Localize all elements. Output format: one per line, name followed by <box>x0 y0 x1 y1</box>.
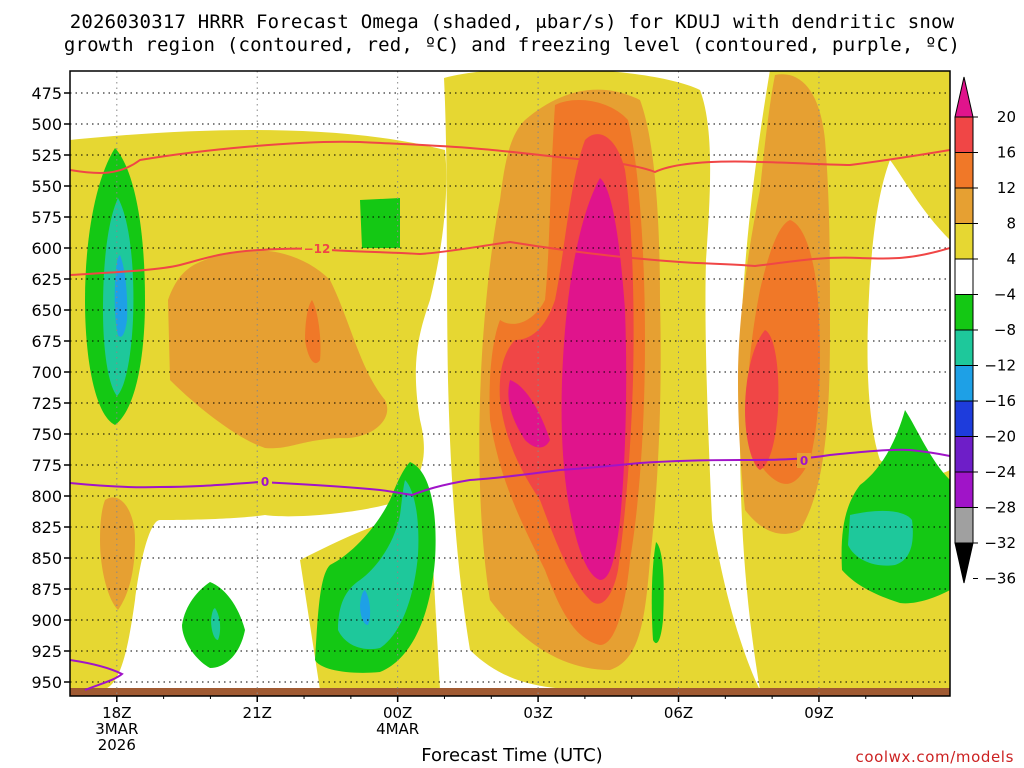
x-tick-label: 00Z <box>383 704 412 722</box>
dendritic-upper-contour <box>70 140 950 174</box>
y-tick-label: 800 <box>31 487 62 506</box>
dendritic-contour-label: −12 <box>304 242 331 256</box>
chart-title-line-1: 2026030317 HRRR Forecast Omega (shaded, … <box>69 11 955 33</box>
chart-title-line-2: growth region (contoured, red, ºC) and f… <box>63 34 961 56</box>
x-tick-label: 2026 <box>98 736 136 754</box>
y-tick-label: 900 <box>31 611 62 630</box>
x-axis-title: Forecast Time (UTC) <box>421 745 603 766</box>
x-tick-label: 3MAR <box>95 720 138 738</box>
grid <box>70 71 950 696</box>
y-tick-label: 675 <box>31 332 62 351</box>
colorbar-segment <box>954 187 974 224</box>
colorbar-segment <box>954 294 974 331</box>
colorbar-segment <box>954 436 974 473</box>
colorbar-label: −28 <box>984 499 1016 517</box>
colorbar-label: −24 <box>984 463 1016 481</box>
y-tick-label: 500 <box>31 115 62 134</box>
credit-text: coolwx.com/models <box>855 748 1014 766</box>
x-tick-label: 09Z <box>804 704 833 722</box>
colorbar-label: −12 <box>984 357 1016 375</box>
colorbar-label: −32 <box>984 534 1016 552</box>
colorbar-segment <box>954 329 974 366</box>
y-tick-label: 825 <box>31 518 62 537</box>
colorbar-segment <box>954 471 974 508</box>
colorbar-segment <box>954 116 974 153</box>
colorbar-label: −16 <box>984 392 1016 410</box>
colorbar-label: −20 <box>984 428 1016 446</box>
colorbar-bottom-arrow <box>954 542 974 584</box>
y-tick-label: 600 <box>31 239 62 258</box>
colorbar-segment <box>954 400 974 437</box>
y-tick-label: 525 <box>31 146 62 165</box>
colorbar-segment <box>954 365 974 402</box>
y-tick-label: 950 <box>31 673 62 692</box>
colorbar-top-arrow <box>954 76 974 118</box>
y-tick-label: 575 <box>31 208 62 227</box>
colorbar-label: −4 <box>994 286 1016 304</box>
y-tick-label: 550 <box>31 177 62 196</box>
colorbar-label: −36 <box>984 570 1016 588</box>
dendritic-lower-contour <box>70 240 950 276</box>
x-tick-label: 21Z <box>243 704 272 722</box>
x-tick-label: 18Z <box>102 704 131 722</box>
freezing-contour-label-2: 0 <box>800 454 808 468</box>
colorbar-segment <box>954 258 974 295</box>
colorbar-segment <box>954 223 974 260</box>
y-tick-label: 925 <box>31 642 62 661</box>
y-tick-label: 875 <box>31 580 62 599</box>
terrain-strip <box>70 688 950 696</box>
x-tick-label: 03Z <box>523 704 552 722</box>
freezing-level-contour-low <box>70 659 124 691</box>
colorbar-label: 8 <box>1006 215 1016 233</box>
y-tick-label: 750 <box>31 425 62 444</box>
colorbar-segment <box>954 152 974 189</box>
x-tick-label: 4MAR <box>376 720 419 738</box>
colorbar-label: 4 <box>1006 250 1016 268</box>
y-tick-label: 700 <box>31 363 62 382</box>
y-tick-label: 725 <box>31 394 62 413</box>
y-tick-label: 625 <box>31 270 62 289</box>
contours <box>70 140 950 691</box>
y-tick-label: 850 <box>31 549 62 568</box>
x-tick-label: 06Z <box>664 704 693 722</box>
freezing-level-contour <box>70 448 950 497</box>
plot-frame <box>69 70 951 697</box>
freezing-contour-label-1: 0 <box>261 475 269 489</box>
y-tick-label: 650 <box>31 301 62 320</box>
colorbar-segment <box>954 507 974 544</box>
y-tick-label: 775 <box>31 456 62 475</box>
colorbar-label: 20 <box>997 108 1016 126</box>
y-tick-label: 475 <box>31 84 62 103</box>
omega-shading <box>70 71 950 696</box>
colorbar-label: 12 <box>997 179 1016 197</box>
y-axis: 475 500 525 550 575 600 625 650 675 700 725 750 775 8… <box>31 84 70 692</box>
colorbar-label: 16 <box>997 144 1016 162</box>
colorbar-label: −8 <box>994 321 1016 339</box>
colorbar: 20 16 12 8 4 −4 −8 −12 −16 −20 −24 −28 −32 −36 <box>954 76 1016 588</box>
